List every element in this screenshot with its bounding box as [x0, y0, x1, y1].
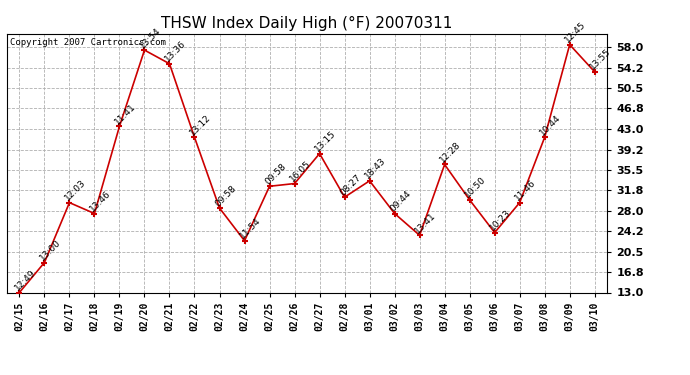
- Text: 12:03: 12:03: [63, 178, 88, 203]
- Text: 10:50: 10:50: [463, 175, 488, 200]
- Text: 08:27: 08:27: [338, 172, 363, 197]
- Text: 11:46: 11:46: [513, 178, 538, 203]
- Text: 10:44: 10:44: [538, 113, 563, 137]
- Text: 13:41: 13:41: [413, 211, 438, 235]
- Text: 11:41: 11:41: [113, 102, 138, 126]
- Title: THSW Index Daily High (°F) 20070311: THSW Index Daily High (°F) 20070311: [161, 16, 453, 31]
- Text: 13:55: 13:55: [589, 47, 613, 72]
- Text: Copyright 2007 Cartronics.com: Copyright 2007 Cartronics.com: [10, 38, 166, 46]
- Text: 10:23: 10:23: [489, 208, 513, 232]
- Text: 18:43: 18:43: [363, 156, 388, 181]
- Text: 11:54: 11:54: [238, 216, 263, 241]
- Text: 12:28: 12:28: [438, 140, 463, 165]
- Text: 12:49: 12:49: [13, 268, 37, 292]
- Text: 13:15: 13:15: [313, 129, 338, 154]
- Text: 16:05: 16:05: [288, 159, 313, 183]
- Text: 13:00: 13:00: [38, 238, 63, 262]
- Text: 12:45: 12:45: [563, 20, 588, 45]
- Text: 09:58: 09:58: [263, 162, 288, 186]
- Text: 09:58: 09:58: [213, 183, 238, 208]
- Text: 13:54: 13:54: [138, 26, 163, 50]
- Text: 13:12: 13:12: [188, 112, 213, 137]
- Text: 13:36: 13:36: [163, 39, 188, 64]
- Text: 13:46: 13:46: [88, 189, 112, 213]
- Text: 09:44: 09:44: [388, 189, 413, 213]
